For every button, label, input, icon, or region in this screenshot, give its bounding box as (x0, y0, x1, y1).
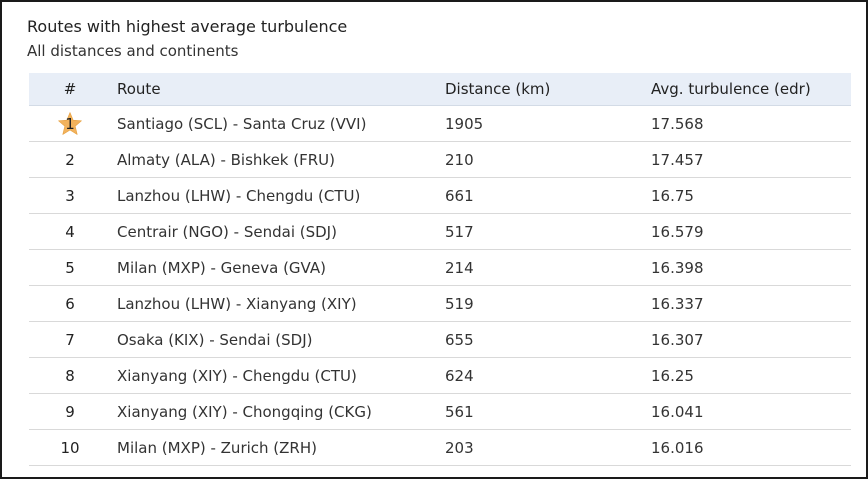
distance-cell: 624 (439, 357, 645, 394)
table-row: 8 Xianyang (XIY) - Chengdu (CTU) 624 16.… (29, 357, 851, 394)
route-cell: Milan (MXP) - Zurich (ZRH) (111, 429, 439, 466)
route-cell: Milan (MXP) - Geneva (GVA) (111, 249, 439, 286)
route-cell: Santiago (SCL) - Santa Cruz (VVI) (111, 105, 439, 142)
rank-cell: 3 (29, 177, 111, 214)
distance-cell: 661 (439, 177, 645, 214)
route-cell: Lanzhou (LHW) - Xianyang (XIY) (111, 285, 439, 322)
rank-cell: 5 (29, 249, 111, 286)
rank-cell: 9 (29, 393, 111, 430)
rank-number: 1 (65, 114, 75, 133)
rank-cell: 6 (29, 285, 111, 322)
table-row: 3 Lanzhou (LHW) - Chengdu (CTU) 661 16.7… (29, 177, 851, 214)
distance-cell: 210 (439, 141, 645, 178)
table-row: 6 Lanzhou (LHW) - Xianyang (XIY) 519 16.… (29, 285, 851, 322)
route-cell: Osaka (KIX) - Sendai (SDJ) (111, 321, 439, 358)
turbulence-cell: 16.337 (645, 285, 851, 322)
page-subtitle: All distances and continents (27, 42, 239, 60)
page-title: Routes with highest average turbulence (27, 17, 348, 36)
column-header-distance[interactable]: Distance (km) (439, 73, 645, 106)
turbulence-cell: 16.579 (645, 213, 851, 250)
table-row: 7 Osaka (KIX) - Sendai (SDJ) 655 16.307 (29, 321, 851, 358)
distance-cell: 519 (439, 285, 645, 322)
route-cell: Almaty (ALA) - Bishkek (FRU) (111, 141, 439, 178)
turbulence-cell: 16.307 (645, 321, 851, 358)
turbulence-table: # Route Distance (km) Avg. turbulence (e… (29, 73, 851, 466)
table-row: 5 Milan (MXP) - Geneva (GVA) 214 16.398 (29, 249, 851, 286)
route-cell: Lanzhou (LHW) - Chengdu (CTU) (111, 177, 439, 214)
star-icon: 1 (57, 111, 83, 137)
table-row: 10 Milan (MXP) - Zurich (ZRH) 203 16.016 (29, 429, 851, 466)
turbulence-cell: 16.016 (645, 429, 851, 466)
table-row: 4 Centrair (NGO) - Sendai (SDJ) 517 16.5… (29, 213, 851, 250)
turbulence-cell: 17.457 (645, 141, 851, 178)
rank-cell: 1 (29, 105, 111, 142)
table-row: 9 Xianyang (XIY) - Chongqing (CKG) 561 1… (29, 393, 851, 430)
route-cell: Xianyang (XIY) - Chongqing (CKG) (111, 393, 439, 430)
column-header-route[interactable]: Route (111, 73, 439, 106)
rank-cell: 7 (29, 321, 111, 358)
turbulence-cell: 16.75 (645, 177, 851, 214)
turbulence-cell: 16.25 (645, 357, 851, 394)
column-header-turbulence[interactable]: Avg. turbulence (edr) (645, 73, 851, 106)
table-header-row: # Route Distance (km) Avg. turbulence (e… (29, 73, 851, 106)
rank-cell: 4 (29, 213, 111, 250)
turbulence-cell: 16.041 (645, 393, 851, 430)
distance-cell: 1905 (439, 105, 645, 142)
route-cell: Xianyang (XIY) - Chengdu (CTU) (111, 357, 439, 394)
distance-cell: 655 (439, 321, 645, 358)
column-header-rank[interactable]: # (29, 73, 111, 106)
route-cell: Centrair (NGO) - Sendai (SDJ) (111, 213, 439, 250)
table-row: 1 Santiago (SCL) - Santa Cruz (VVI) 1905… (29, 105, 851, 142)
rank-cell: 10 (29, 429, 111, 466)
distance-cell: 517 (439, 213, 645, 250)
distance-cell: 214 (439, 249, 645, 286)
table-row: 2 Almaty (ALA) - Bishkek (FRU) 210 17.45… (29, 141, 851, 178)
rank-cell: 8 (29, 357, 111, 394)
turbulence-cell: 17.568 (645, 105, 851, 142)
turbulence-cell: 16.398 (645, 249, 851, 286)
distance-cell: 561 (439, 393, 645, 430)
distance-cell: 203 (439, 429, 645, 466)
rank-cell: 2 (29, 141, 111, 178)
